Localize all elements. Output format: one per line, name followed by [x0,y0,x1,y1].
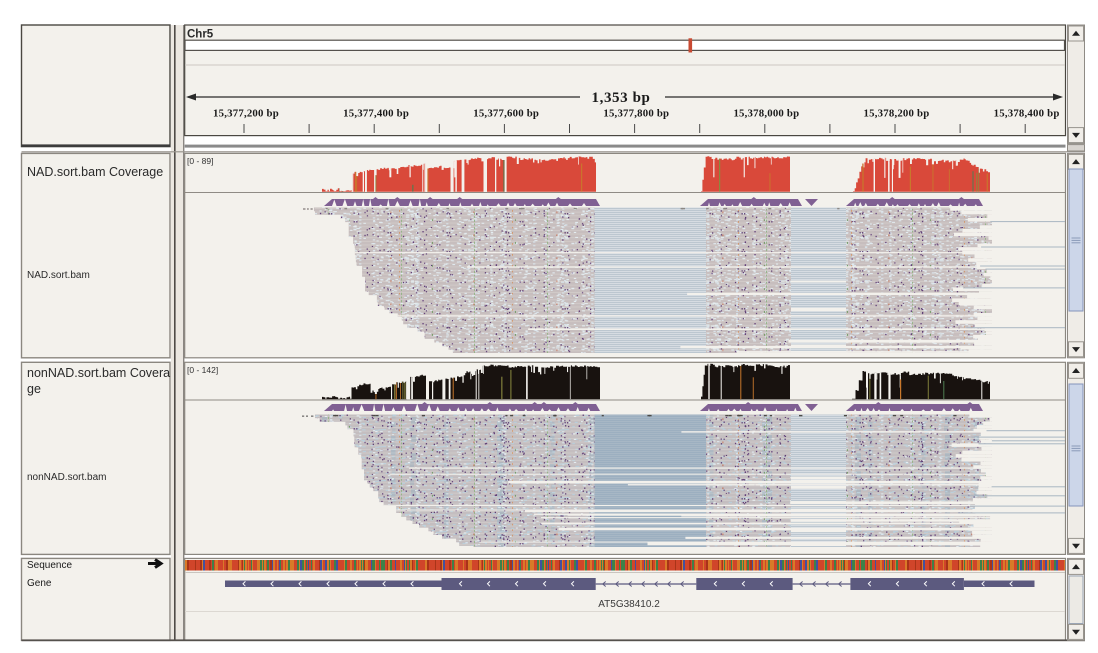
svg-text:15,378,200 bp: 15,378,200 bp [864,108,930,120]
svg-text:ge: ge [27,382,41,396]
svg-text:15,378,000 bp: 15,378,000 bp [733,108,799,120]
svg-text:nonNAD.sort.bam: nonNAD.sort.bam [27,472,106,483]
svg-text:1,353 bp: 1,353 bp [592,90,651,106]
svg-text:Sequence: Sequence [27,560,72,571]
svg-text:15,377,200 bp: 15,377,200 bp [213,108,279,120]
svg-text:NAD.sort.bam: NAD.sort.bam [27,270,90,281]
svg-text:[0 - 142]: [0 - 142] [187,365,218,375]
svg-text:Gene: Gene [27,578,52,589]
svg-text:15,377,400 bp: 15,377,400 bp [343,108,409,120]
svg-text:nonNAD.sort.bam Covera: nonNAD.sort.bam Covera [27,366,170,380]
svg-text:Chr5: Chr5 [187,29,214,41]
svg-text:AT5G38410.2: AT5G38410.2 [598,599,660,610]
svg-text:15,377,600 bp: 15,377,600 bp [473,108,539,120]
svg-text:NAD.sort.bam Coverage: NAD.sort.bam Coverage [27,165,163,179]
svg-text:[0 - 89]: [0 - 89] [187,156,213,166]
svg-text:15,377,800 bp: 15,377,800 bp [603,108,669,120]
svg-text:15,378,400 bp: 15,378,400 bp [994,108,1060,120]
